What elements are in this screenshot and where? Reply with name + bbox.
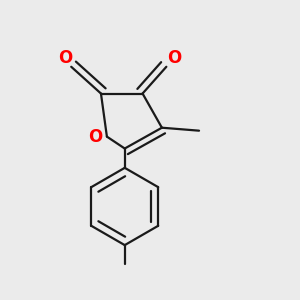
Text: O: O — [88, 128, 102, 146]
Text: O: O — [167, 49, 181, 67]
Text: O: O — [58, 49, 72, 67]
